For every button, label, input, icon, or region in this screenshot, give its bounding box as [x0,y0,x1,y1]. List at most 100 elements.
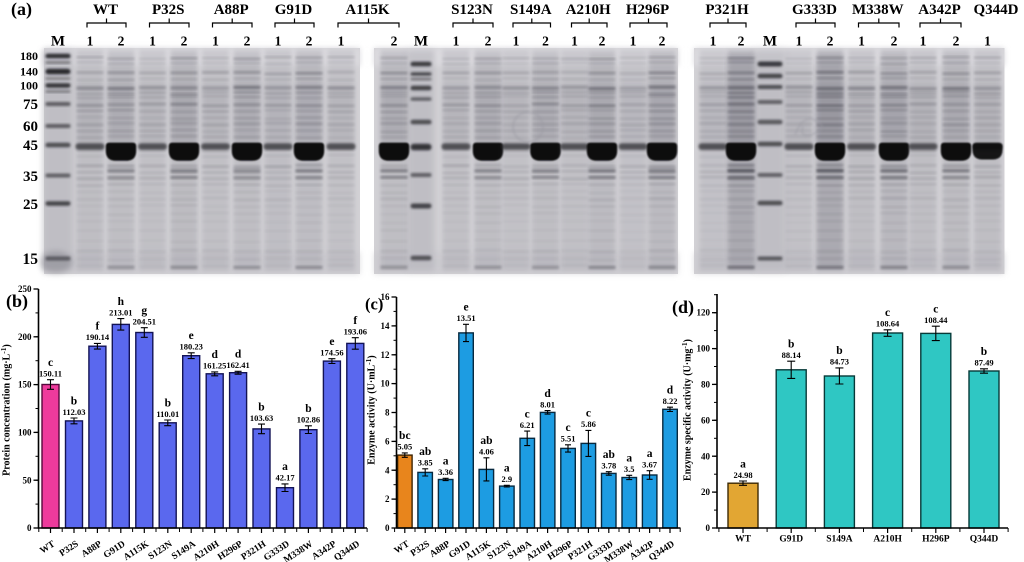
svg-text:2: 2 [485,34,492,49]
svg-text:88.14: 88.14 [782,350,802,360]
svg-text:(a): (a) [11,0,32,20]
svg-text:d: d [235,349,242,361]
svg-text:2: 2 [953,34,960,49]
svg-text:50: 50 [23,475,33,485]
svg-text:2: 2 [827,34,834,49]
svg-text:H296P: H296P [922,535,950,545]
svg-text:204.51: 204.51 [133,317,156,327]
svg-text:213.01: 213.01 [109,307,132,317]
svg-text:d: d [544,388,551,400]
svg-text:0: 0 [385,523,390,533]
svg-text:2: 2 [891,34,898,49]
svg-text:1: 1 [149,34,156,49]
svg-text:1: 1 [212,34,219,49]
svg-text:Enzyme activity (U·mL-1): Enzyme activity (U·mL-1) [364,355,378,465]
svg-text:1: 1 [338,34,345,49]
svg-text:M: M [51,34,65,50]
svg-text:180.23: 180.23 [180,342,203,352]
svg-text:120: 120 [697,308,711,318]
svg-text:100: 100 [20,79,38,93]
svg-text:2.9: 2.9 [501,474,512,484]
svg-text:161.25: 161.25 [203,361,226,371]
svg-text:0: 0 [706,523,711,533]
svg-text:6.21: 6.21 [520,420,535,430]
svg-text:87.49: 87.49 [974,358,993,368]
svg-text:100: 100 [697,344,711,354]
svg-text:45: 45 [23,138,38,154]
svg-text:25: 25 [23,197,38,213]
svg-text:c: c [586,408,591,420]
svg-text:1: 1 [630,34,637,49]
svg-text:5.51: 5.51 [561,434,576,444]
svg-text:c: c [885,307,890,319]
svg-text:5.05: 5.05 [397,442,412,452]
svg-text:A342P: A342P [918,2,961,18]
svg-text:M: M [414,34,428,50]
svg-text:4.06: 4.06 [479,447,494,457]
svg-text:ab: ab [480,435,492,447]
svg-text:a: a [443,456,449,468]
svg-text:40: 40 [701,451,711,461]
svg-text:f: f [95,321,99,333]
svg-text:Q344D: Q344D [970,535,999,545]
svg-text:2: 2 [599,34,606,49]
svg-text:c: c [933,304,938,316]
svg-text:0: 0 [27,523,32,533]
svg-text:1: 1 [275,34,282,49]
svg-text:b: b [165,397,171,409]
svg-text:2: 2 [542,34,549,49]
svg-text:A210H: A210H [566,2,611,18]
svg-text:100: 100 [18,428,32,438]
svg-text:a: a [504,463,510,475]
svg-text:80: 80 [701,380,711,390]
svg-text:1: 1 [513,34,520,49]
svg-text:a: a [282,461,288,473]
svg-text:150: 150 [18,380,32,390]
svg-text:24.98: 24.98 [733,470,752,480]
svg-text:b: b [836,345,842,357]
svg-text:ab: ab [419,446,431,458]
svg-text:162.41: 162.41 [226,360,249,370]
svg-text:3.78: 3.78 [601,461,616,471]
svg-text:1: 1 [858,34,865,49]
svg-text:M338W: M338W [852,2,904,18]
svg-text:102.86: 102.86 [297,415,320,425]
svg-text:15: 15 [23,251,39,268]
svg-text:c: c [48,357,53,369]
svg-text:60: 60 [701,415,711,425]
svg-text:2: 2 [738,34,745,49]
svg-text:35: 35 [23,169,38,185]
svg-text:S149A: S149A [510,2,552,18]
svg-text:190.14: 190.14 [86,332,110,342]
svg-text:WT: WT [93,2,118,18]
svg-text:(b): (b) [6,291,28,312]
svg-text:G91D: G91D [779,535,803,545]
svg-text:b: b [981,346,987,358]
svg-text:12: 12 [381,350,391,360]
svg-text:3.67: 3.67 [642,460,658,470]
svg-text:Q344D: Q344D [974,2,1019,18]
svg-text:150.11: 150.11 [39,369,62,379]
svg-text:13.51: 13.51 [456,313,475,323]
svg-text:b: b [305,403,311,415]
svg-text:2: 2 [244,34,251,49]
svg-text:108.44: 108.44 [924,315,948,325]
svg-text:2: 2 [391,34,398,49]
svg-text:S149A: S149A [826,535,853,545]
svg-text:2: 2 [181,34,188,49]
svg-text:WT: WT [735,535,752,545]
svg-text:a: a [740,458,746,470]
svg-text:H296P: H296P [626,2,669,18]
svg-text:250: 250 [18,284,32,294]
svg-text:112.03: 112.03 [63,407,86,417]
svg-text:8: 8 [385,408,390,418]
svg-text:1: 1 [710,34,717,49]
svg-text:2: 2 [659,34,666,49]
svg-text:Enzyme specific activity (U·m: Enzyme specific activity (U·mg-1) [680,339,694,481]
svg-text:3.5: 3.5 [624,464,635,474]
svg-text:e: e [189,330,194,342]
svg-text:(c): (c) [365,295,383,314]
svg-text:84.73: 84.73 [830,357,849,367]
svg-text:16: 16 [381,292,391,302]
svg-text:110.01: 110.01 [156,409,179,419]
